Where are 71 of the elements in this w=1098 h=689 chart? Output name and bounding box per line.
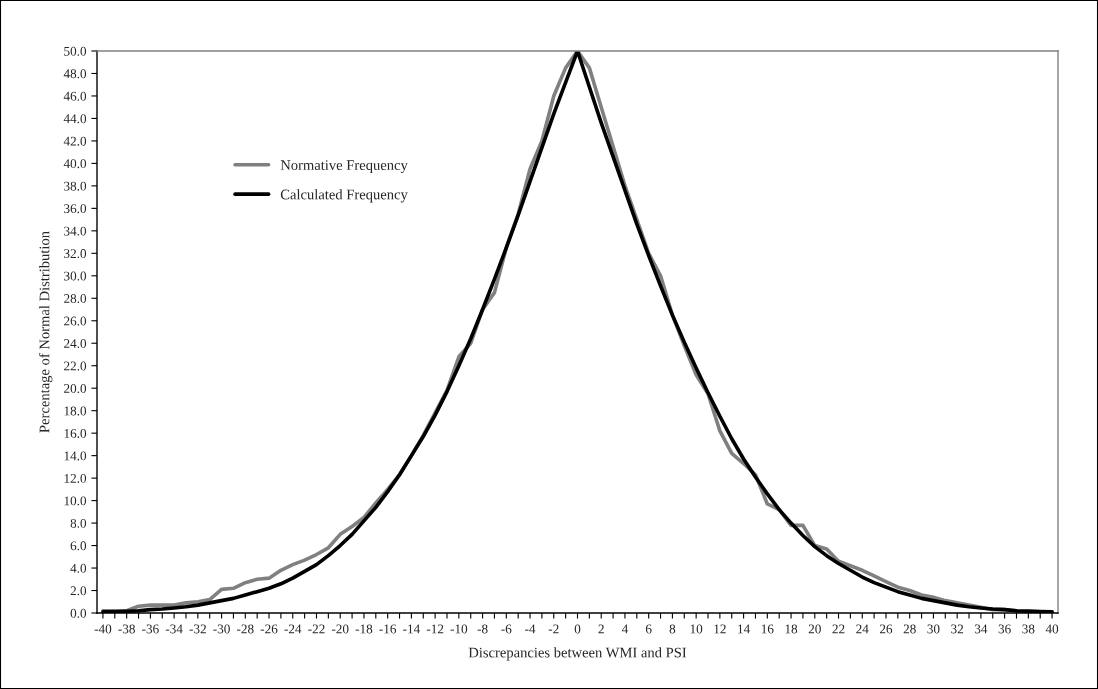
x-axis-title: Discrepancies between WMI and PSI	[468, 647, 687, 661]
x-tick-label: 26	[879, 624, 893, 634]
x-tick-label: -4	[525, 624, 536, 634]
y-tick-label: 34.0	[64, 226, 87, 236]
x-tick-label: 40	[1045, 624, 1059, 634]
y-tick-label: 44.0	[63, 114, 87, 124]
x-tick-label: -40	[94, 624, 112, 634]
y-tick-label: 24.0	[64, 339, 87, 349]
x-tick-label: -34	[165, 624, 183, 634]
x-tick-label: 12	[714, 624, 726, 634]
x-tick-label: -14	[403, 624, 420, 634]
y-tick-label: 30.0	[64, 271, 87, 281]
x-tick-label: 0	[574, 624, 581, 634]
x-tick-label: -22	[308, 624, 325, 634]
x-tick-label: 24	[856, 624, 869, 634]
x-tick-label: -28	[237, 624, 254, 634]
y-tick-label: 4.0	[70, 563, 87, 573]
x-tick-label: 14	[738, 624, 750, 634]
x-tick-label: 38	[1022, 624, 1035, 634]
y-tick-label: 6.0	[70, 541, 87, 551]
x-tick-label: -20	[331, 624, 349, 634]
x-tick-label: -18	[355, 624, 373, 634]
legend-label: Normative Frequency	[280, 160, 408, 174]
y-tick-label: 36.0	[64, 204, 87, 214]
y-tick-label: 0.0	[70, 608, 87, 618]
x-tick-label: -2	[548, 624, 559, 634]
x-tick-label: 10	[690, 624, 703, 634]
y-tick-label: 26.0	[64, 316, 87, 326]
x-tick-label: 4	[621, 624, 629, 634]
y-tick-label: 10.0	[64, 496, 87, 506]
x-tick-label: -30	[213, 624, 230, 634]
y-tick-label: 18.0	[64, 406, 87, 416]
x-tick-label: 8	[669, 624, 676, 634]
x-tick-label: -24	[284, 624, 302, 634]
y-tick-label: 16.0	[64, 428, 87, 438]
y-tick-label: 48.0	[63, 69, 87, 79]
y-tick-label: 2.0	[70, 586, 87, 596]
x-tick-label: -36	[142, 624, 159, 634]
y-tick-label: 38.0	[64, 181, 87, 191]
x-tick-label: 36	[998, 624, 1011, 634]
x-tick-label: 18	[785, 624, 798, 634]
y-tick-label: 42.0	[63, 136, 87, 146]
x-tick-label: -8	[477, 624, 488, 634]
x-tick-label: -6	[501, 624, 512, 634]
y-axis-title: Percentage of Normal Distribution	[38, 231, 53, 433]
y-tick-label: 22.0	[64, 361, 87, 371]
y-tick-label: 40.0	[63, 159, 87, 169]
x-tick-label: 6	[645, 624, 652, 634]
legend-label: Calculated Frequency	[280, 189, 408, 203]
y-tick-label: 12.0	[64, 473, 87, 483]
y-tick-label: 32.0	[64, 249, 87, 259]
x-tick-label: 28	[903, 624, 916, 634]
y-tick-label: 8.0	[70, 518, 87, 528]
x-tick-label: 16	[761, 624, 774, 634]
x-tick-label: 22	[832, 624, 845, 634]
y-tick-label: 28.0	[64, 294, 87, 304]
y-tick-label: 50.0	[64, 46, 87, 56]
x-tick-label: -12	[426, 624, 444, 634]
x-tick-label: -26	[260, 624, 278, 634]
x-tick-label: -38	[118, 624, 135, 634]
y-tick-label: 20.0	[64, 384, 87, 393]
y-tick-label: 14.0	[64, 451, 87, 461]
x-tick-label: 34	[974, 624, 988, 634]
x-tick-label: -32	[189, 624, 206, 634]
x-tick-label: 20	[808, 624, 821, 634]
x-tick-label: -16	[379, 624, 397, 634]
x-tick-label: 32	[951, 624, 964, 634]
y-tick-label: 46.0	[63, 91, 87, 101]
x-tick-label: 30	[927, 624, 940, 634]
x-tick-label: 2	[598, 624, 604, 634]
x-tick-label: -10	[450, 624, 468, 634]
